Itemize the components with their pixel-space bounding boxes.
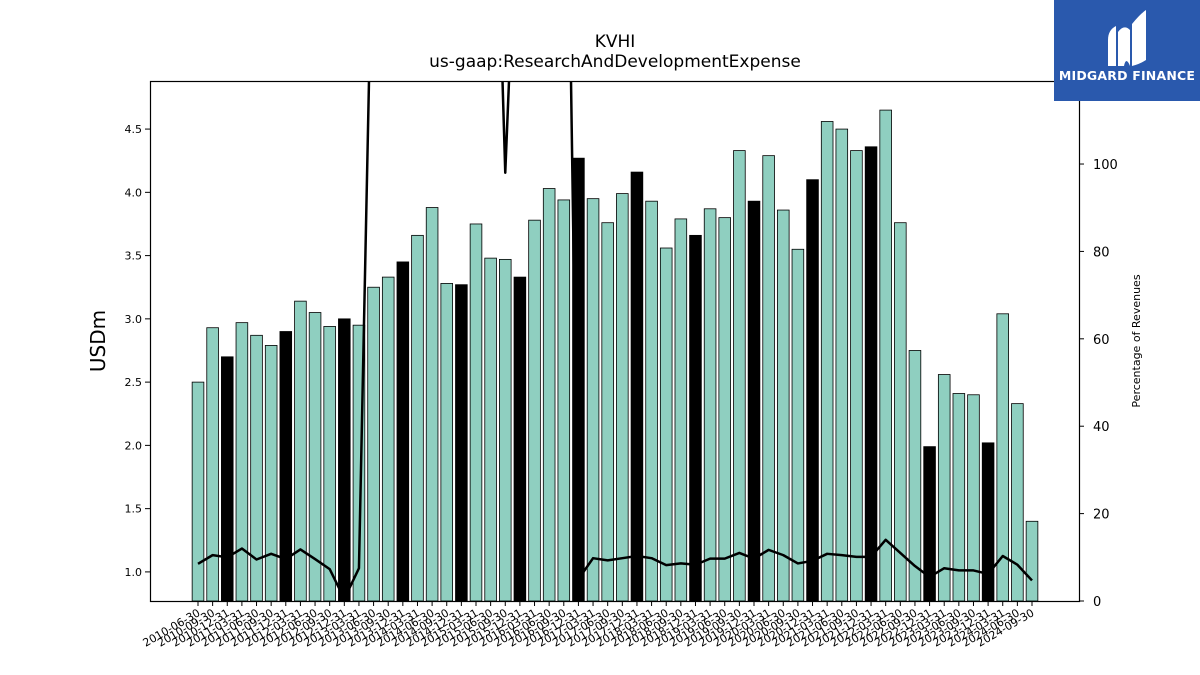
percentage-line-layer xyxy=(197,81,1033,601)
bar xyxy=(820,121,834,602)
x-axis-ticks: 2010-06-302010-09-302010-12-312011-03-31… xyxy=(141,601,1037,650)
y-tick-label: 3.5 xyxy=(125,250,143,263)
bar xyxy=(323,326,336,602)
chart-subtitle: us-gaap:ResearchAndDevelopmentExpense xyxy=(429,52,801,72)
bar xyxy=(733,150,746,602)
bar xyxy=(981,442,995,602)
bar xyxy=(206,327,219,602)
bar xyxy=(777,209,790,602)
bar xyxy=(616,193,629,602)
y-axis-label: USDm xyxy=(86,310,110,372)
bar xyxy=(718,217,731,602)
bar xyxy=(294,300,307,602)
y-tick-label: 4.5 xyxy=(125,123,143,136)
y2-tick-label: 20 xyxy=(1093,508,1110,523)
y2-tick-label: 0 xyxy=(1093,595,1101,610)
bar xyxy=(894,222,907,602)
bar xyxy=(250,334,263,602)
y-tick-label: 2.0 xyxy=(125,439,143,452)
y-tick-label: 1.5 xyxy=(125,503,143,516)
y2-tick-label: 60 xyxy=(1093,333,1110,348)
bar xyxy=(659,247,673,602)
bar xyxy=(864,146,878,602)
bar xyxy=(850,150,863,602)
y2-tick-label: 100 xyxy=(1093,158,1118,173)
bar xyxy=(557,199,571,602)
bar xyxy=(528,219,541,602)
bar xyxy=(469,223,483,602)
bar xyxy=(835,128,849,602)
bar xyxy=(645,200,658,602)
y2-axis-label: Percentage of Revenues xyxy=(1130,274,1143,407)
y2-tick-label: 40 xyxy=(1093,420,1110,435)
bar xyxy=(338,318,351,602)
bar xyxy=(221,356,234,602)
bar xyxy=(586,198,600,602)
bar xyxy=(791,248,805,602)
bar xyxy=(264,345,278,602)
bar xyxy=(689,234,702,602)
bar xyxy=(630,171,644,602)
bar xyxy=(367,286,380,602)
bar xyxy=(806,179,819,602)
y-tick-label: 3.0 xyxy=(125,313,143,326)
bar xyxy=(191,381,205,602)
bar xyxy=(381,276,395,602)
midgard-logo-icon xyxy=(1108,10,1146,66)
bar xyxy=(396,261,410,602)
bar xyxy=(440,283,453,602)
plot-frame xyxy=(149,80,1081,603)
y-tick-label: 4.0 xyxy=(125,186,143,199)
right-axis-ticks: 0 20 40 60 80 100 xyxy=(1079,158,1118,610)
bar xyxy=(411,234,424,602)
bar xyxy=(762,155,775,602)
percentage-line xyxy=(197,81,1033,601)
y-tick-label: 2.5 xyxy=(125,376,143,389)
bar xyxy=(484,257,497,602)
bar xyxy=(499,258,512,602)
bar xyxy=(235,322,249,602)
brand-logo: MIDGARD FINANCE xyxy=(1054,0,1200,101)
y-tick-label: 1.0 xyxy=(125,566,143,579)
left-axis-ticks: 1.0 1.5 2.0 2.5 3.0 3.5 4.0 4.5 xyxy=(125,123,150,579)
bar xyxy=(703,208,717,602)
bar xyxy=(279,331,293,602)
bar xyxy=(747,200,761,602)
logo-text: MIDGARD FINANCE xyxy=(1058,68,1196,83)
bar xyxy=(542,188,556,602)
chart-title: KVHI xyxy=(594,32,636,52)
y2-tick-label: 80 xyxy=(1093,245,1110,260)
bar xyxy=(879,109,892,602)
bar xyxy=(674,218,688,602)
bar xyxy=(601,222,614,602)
bar xyxy=(425,207,439,602)
bar xyxy=(455,284,468,602)
bar xyxy=(513,276,527,602)
bar-series xyxy=(191,109,1039,602)
bar xyxy=(1011,403,1024,602)
bar xyxy=(1025,520,1039,602)
